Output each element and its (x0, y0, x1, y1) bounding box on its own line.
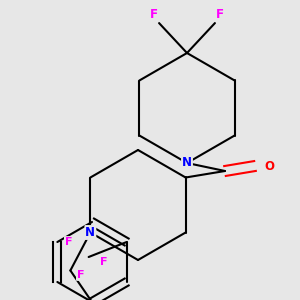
Text: F: F (65, 237, 72, 247)
Text: N: N (182, 157, 192, 169)
Text: F: F (150, 8, 158, 22)
Text: F: F (216, 8, 224, 22)
Text: N: N (85, 226, 95, 239)
Text: F: F (77, 270, 84, 280)
Text: F: F (100, 257, 107, 267)
Text: O: O (264, 160, 274, 172)
